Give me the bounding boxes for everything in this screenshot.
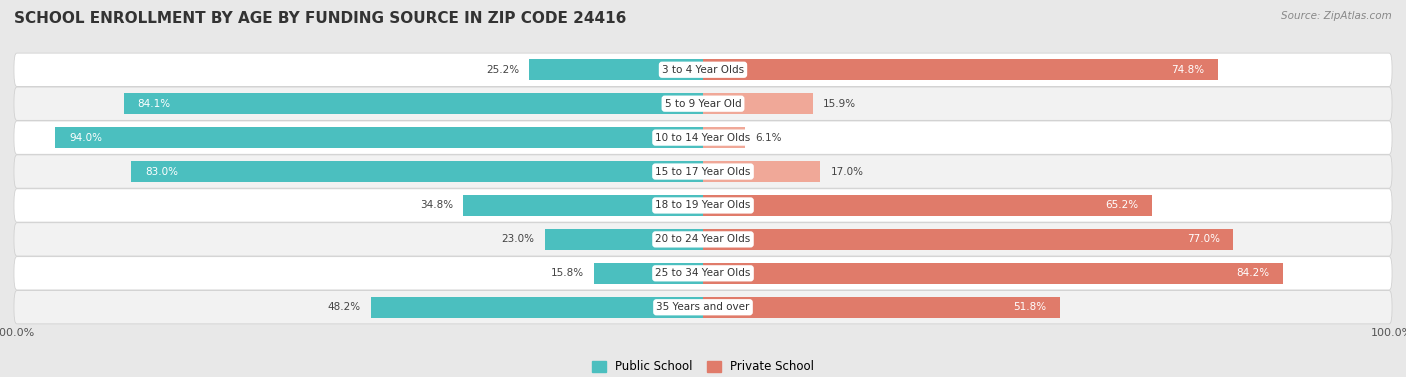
Bar xyxy=(55,127,703,148)
Text: 25 to 34 Year Olds: 25 to 34 Year Olds xyxy=(655,268,751,278)
FancyBboxPatch shape xyxy=(14,223,1392,256)
Bar xyxy=(703,263,1284,284)
FancyBboxPatch shape xyxy=(14,189,1392,222)
Text: 74.8%: 74.8% xyxy=(1171,65,1205,75)
FancyBboxPatch shape xyxy=(14,87,1392,120)
FancyBboxPatch shape xyxy=(14,53,1392,86)
Text: 25.2%: 25.2% xyxy=(486,65,519,75)
Text: 5 to 9 Year Old: 5 to 9 Year Old xyxy=(665,99,741,109)
Bar xyxy=(371,297,703,318)
Text: Source: ZipAtlas.com: Source: ZipAtlas.com xyxy=(1281,11,1392,21)
Text: 94.0%: 94.0% xyxy=(69,133,103,143)
Bar xyxy=(703,59,1219,80)
Text: 15.9%: 15.9% xyxy=(823,99,856,109)
Text: 23.0%: 23.0% xyxy=(501,234,534,244)
Text: SCHOOL ENROLLMENT BY AGE BY FUNDING SOURCE IN ZIP CODE 24416: SCHOOL ENROLLMENT BY AGE BY FUNDING SOUR… xyxy=(14,11,627,26)
Bar xyxy=(595,263,703,284)
Text: 20 to 24 Year Olds: 20 to 24 Year Olds xyxy=(655,234,751,244)
Bar xyxy=(544,229,703,250)
Bar xyxy=(530,59,703,80)
FancyBboxPatch shape xyxy=(14,291,1392,324)
Bar xyxy=(463,195,703,216)
Text: 51.8%: 51.8% xyxy=(1012,302,1046,312)
Bar xyxy=(703,297,1060,318)
Text: 77.0%: 77.0% xyxy=(1187,234,1219,244)
Text: 6.1%: 6.1% xyxy=(755,133,782,143)
Text: 10 to 14 Year Olds: 10 to 14 Year Olds xyxy=(655,133,751,143)
Text: 65.2%: 65.2% xyxy=(1105,201,1139,210)
Bar xyxy=(703,229,1233,250)
FancyBboxPatch shape xyxy=(14,257,1392,290)
Text: 15.8%: 15.8% xyxy=(551,268,583,278)
Text: 34.8%: 34.8% xyxy=(420,201,453,210)
Text: 3 to 4 Year Olds: 3 to 4 Year Olds xyxy=(662,65,744,75)
FancyBboxPatch shape xyxy=(14,155,1392,188)
Text: 18 to 19 Year Olds: 18 to 19 Year Olds xyxy=(655,201,751,210)
Text: 17.0%: 17.0% xyxy=(831,167,863,176)
Text: 15 to 17 Year Olds: 15 to 17 Year Olds xyxy=(655,167,751,176)
Bar xyxy=(124,93,703,114)
FancyBboxPatch shape xyxy=(14,121,1392,154)
Bar xyxy=(703,127,745,148)
Bar xyxy=(131,161,703,182)
Bar xyxy=(703,195,1152,216)
Text: 84.1%: 84.1% xyxy=(138,99,170,109)
Legend: Public School, Private School: Public School, Private School xyxy=(586,356,820,377)
Text: 84.2%: 84.2% xyxy=(1236,268,1270,278)
Bar xyxy=(703,93,813,114)
Text: 35 Years and over: 35 Years and over xyxy=(657,302,749,312)
Text: 48.2%: 48.2% xyxy=(328,302,360,312)
Text: 83.0%: 83.0% xyxy=(145,167,179,176)
Bar xyxy=(703,161,820,182)
